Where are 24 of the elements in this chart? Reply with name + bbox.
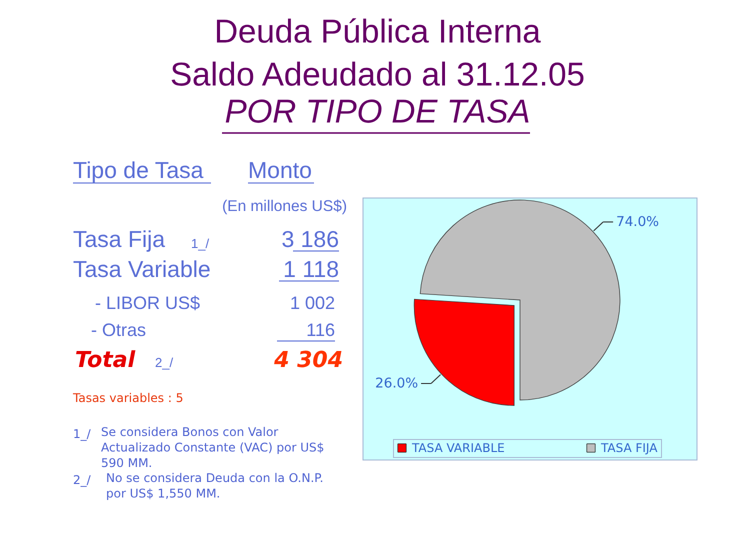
data-label: 74.0% bbox=[616, 214, 660, 230]
text: Tasa Fija bbox=[73, 226, 166, 252]
text: 1_/ Se considera Bonos con Valor Actualizado Constante (VAC) por US$ 590 MM. bbox=[73, 425, 324, 470]
legend-label: TASA VARIABLE bbox=[411, 441, 505, 455]
data-label: 26.0% bbox=[375, 376, 418, 392]
text: Monto bbox=[248, 157, 312, 183]
legend-label: TASA FIJA bbox=[600, 441, 658, 455]
text: 1 002 bbox=[290, 293, 335, 313]
text: Tipo de Tasa bbox=[73, 157, 204, 183]
chart-title: Deuda Pública Interna Saldo Adeudado al 31.12.05 bbox=[170, 12, 585, 92]
text: 3 186 bbox=[281, 226, 339, 252]
chart-subtitle: POR TIPO DE TASA bbox=[224, 92, 530, 130]
text: 2_/ bbox=[155, 355, 174, 370]
text: 2_/ No se considera Deuda con la O.N.P. por US$ 1,550 MM. bbox=[73, 471, 324, 501]
text: 1 118 bbox=[283, 256, 339, 282]
text: Tasas variables : 5 bbox=[72, 391, 184, 405]
text: 116 bbox=[306, 320, 335, 340]
text: Total bbox=[75, 348, 136, 373]
text: 1_/ bbox=[191, 236, 210, 251]
text: 4 304 bbox=[273, 348, 343, 373]
text: Tasa Variable bbox=[73, 256, 211, 282]
text: - Otras bbox=[91, 320, 146, 340]
text: - LIBOR US$ bbox=[95, 293, 200, 313]
text: (En millones US$) bbox=[222, 198, 347, 215]
